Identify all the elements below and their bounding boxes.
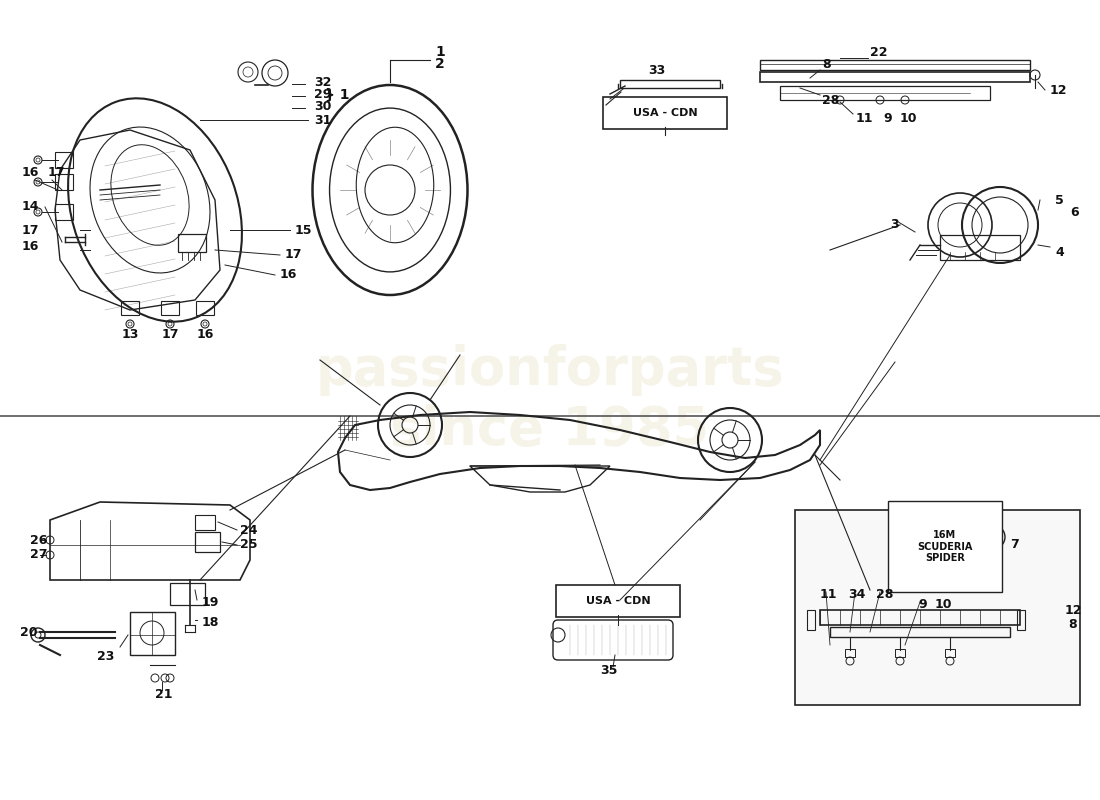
Text: 21: 21 [155,689,173,702]
Text: USA - CDN: USA - CDN [585,596,650,606]
Text: 19: 19 [202,595,219,609]
Text: 26: 26 [30,534,47,546]
Text: 35: 35 [600,663,617,677]
Text: 11: 11 [856,111,873,125]
Text: 9: 9 [918,598,926,611]
Text: 8: 8 [1068,618,1077,631]
Bar [945,649,955,657]
Text: 10: 10 [900,111,917,125]
Bar [178,234,206,252]
Text: 13: 13 [121,329,139,342]
Text: USA - CDN: USA - CDN [632,108,697,118]
Text: 23: 23 [97,650,114,663]
Bar [845,649,855,657]
Bar [55,204,73,220]
Text: 1: 1 [434,45,444,59]
Text: 7: 7 [1010,538,1019,551]
Text: 14: 14 [22,201,40,214]
Text: 34: 34 [848,589,866,602]
Text: 30: 30 [314,99,331,113]
Text: 17: 17 [285,249,303,262]
Text: 17: 17 [48,166,66,178]
Bar [830,627,1010,637]
Bar [1018,610,1025,630]
Bar [760,60,1030,70]
Text: passionforparts
since 1985: passionforparts since 1985 [316,344,784,456]
Text: 16: 16 [280,269,297,282]
Bar [195,532,220,552]
Bar [780,86,990,100]
Bar [940,235,1020,260]
Text: 28: 28 [822,94,839,106]
Bar [795,510,1080,705]
Text: 28: 28 [876,589,893,602]
Bar [196,301,214,315]
Text: 33: 33 [648,63,666,77]
Bar [55,152,73,168]
Text: 15: 15 [295,223,312,237]
Text: 16M
SCUDERIA
SPIDER: 16M SCUDERIA SPIDER [917,530,972,563]
Text: 16: 16 [22,241,40,254]
Text: 3: 3 [890,218,899,231]
Bar [807,610,815,630]
Text: 32: 32 [314,75,331,89]
Bar [121,301,139,315]
Text: 5: 5 [1055,194,1064,206]
Text: 6: 6 [1070,206,1079,219]
Text: 17: 17 [22,223,40,237]
Text: 16: 16 [22,166,40,178]
Text: 22: 22 [870,46,888,58]
Text: 11: 11 [820,589,837,602]
Bar [161,301,179,315]
Bar [55,174,73,190]
Text: 9: 9 [883,111,892,125]
Text: 20: 20 [20,626,37,638]
Text: 25: 25 [240,538,257,551]
Text: 17: 17 [162,329,178,342]
Text: 12: 12 [1050,83,1067,97]
Text: 16: 16 [196,329,213,342]
Text: 2: 2 [434,57,444,71]
Bar [820,610,1020,625]
Text: 31: 31 [314,114,331,126]
Text: 29: 29 [314,87,331,101]
Bar [195,515,214,530]
Text: } 1: } 1 [324,87,350,101]
Text: 4: 4 [1055,246,1064,258]
Text: 8: 8 [822,58,830,71]
Text: 18: 18 [202,615,219,629]
Bar [760,72,1030,82]
Text: 24: 24 [240,523,257,537]
Bar [895,649,905,657]
Text: 12: 12 [1065,603,1082,617]
Text: 10: 10 [935,598,953,611]
Text: 27: 27 [30,549,47,562]
Bar [170,583,205,605]
